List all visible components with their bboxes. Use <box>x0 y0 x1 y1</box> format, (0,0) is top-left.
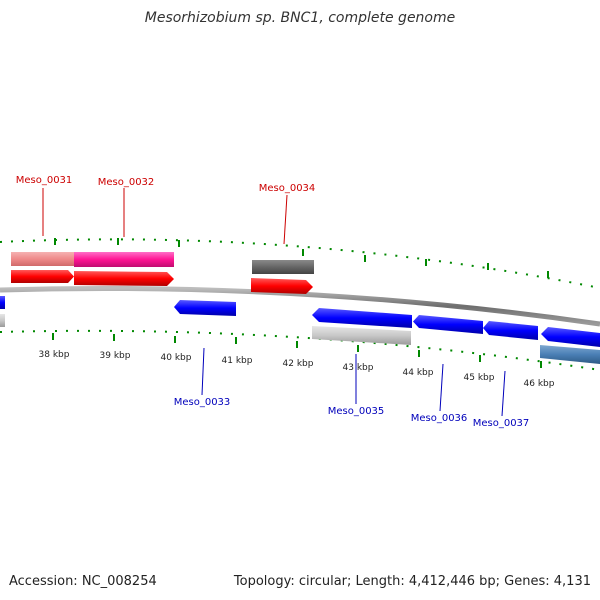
gene-label-meso-0033[interactable]: Meso_0033 <box>174 397 231 408</box>
scale-label-44kbp: 44 kbp <box>403 368 434 378</box>
gene-meso-0035-arrow[interactable] <box>312 308 412 328</box>
leader-meso-0033 <box>201 347 205 396</box>
scale-label-46kbp: 46 kbp <box>524 379 555 389</box>
cog-block-darkgray <box>252 260 314 274</box>
outer-tick-ruler <box>0 238 600 289</box>
cog-block-lightgray-left <box>0 314 5 327</box>
leader-meso-0037 <box>501 370 506 417</box>
gene-left-edge-arrow[interactable] <box>0 296 5 309</box>
gene-meso-0032-arrow[interactable] <box>74 271 174 286</box>
scale-label-42kbp: 42 kbp <box>283 359 314 369</box>
scale-label-45kbp: 45 kbp <box>464 373 495 383</box>
outer-major-ticks <box>54 238 549 278</box>
genome-title: Mesorhizobium sp. BNC1, complete genome <box>144 10 456 26</box>
label-leaders <box>42 188 506 417</box>
inner-tick-ruler <box>0 329 600 371</box>
gene-label-meso-0034[interactable]: Meso_0034 <box>259 183 316 194</box>
cog-block-steelblue <box>540 345 600 364</box>
leader-meso-0036 <box>439 363 444 412</box>
gene-label-meso-0037[interactable]: Meso_0037 <box>473 418 530 429</box>
cog-block-salmon <box>11 252 75 266</box>
gene-label-meso-0035[interactable]: Meso_0035 <box>328 406 385 417</box>
gene-label-meso-0031[interactable]: Meso_0031 <box>16 175 73 186</box>
scale-label-39kbp: 39 kbp <box>100 351 131 361</box>
scale-label-41kbp: 41 kbp <box>222 356 253 366</box>
gene-meso-0034-arrow[interactable] <box>251 278 313 294</box>
genome-backbone <box>0 285 600 327</box>
leader-meso-0034 <box>283 194 288 245</box>
gene-meso-0036-arrow[interactable] <box>413 315 483 334</box>
gene-label-meso-0032[interactable]: Meso_0032 <box>98 177 155 188</box>
genome-summary-text: Topology: circular; Length: 4,412,446 bp… <box>233 574 591 589</box>
cog-block-pink <box>74 252 174 267</box>
gene-meso-0033-arrow[interactable] <box>174 300 236 316</box>
scale-label-40kbp: 40 kbp <box>161 353 192 363</box>
scale-labels: 38 kbp 39 kbp 40 kbp 41 kbp 42 kbp 43 kb… <box>39 350 555 389</box>
gene-meso-0031-arrow[interactable] <box>11 270 74 283</box>
inner-major-ticks <box>52 333 542 368</box>
gene-meso-0037-arrow[interactable] <box>483 321 538 340</box>
cog-block-lightgray <box>312 326 411 345</box>
gene-right-edge-arrow[interactable] <box>541 327 600 347</box>
scale-label-43kbp: 43 kbp <box>343 363 374 373</box>
accession-text: Accession: NC_008254 <box>9 574 157 589</box>
gene-label-meso-0036[interactable]: Meso_0036 <box>411 413 468 424</box>
scale-label-38kbp: 38 kbp <box>39 350 70 360</box>
